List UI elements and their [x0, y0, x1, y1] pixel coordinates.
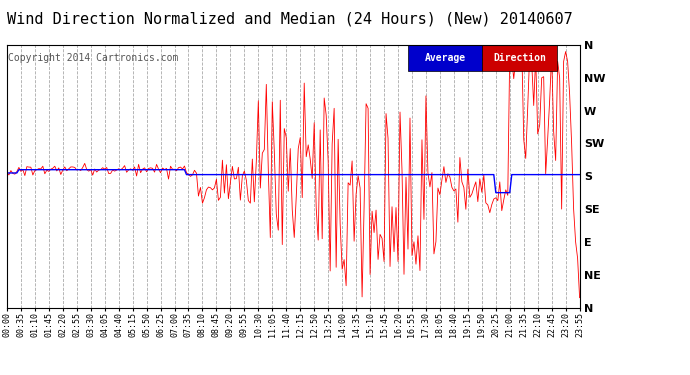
- FancyBboxPatch shape: [408, 45, 482, 71]
- Text: Wind Direction Normalized and Median (24 Hours) (New) 20140607: Wind Direction Normalized and Median (24…: [7, 11, 573, 26]
- Text: Copyright 2014 Cartronics.com: Copyright 2014 Cartronics.com: [8, 53, 179, 63]
- Text: Average: Average: [424, 53, 466, 63]
- FancyBboxPatch shape: [482, 45, 557, 71]
- Text: Direction: Direction: [493, 53, 546, 63]
